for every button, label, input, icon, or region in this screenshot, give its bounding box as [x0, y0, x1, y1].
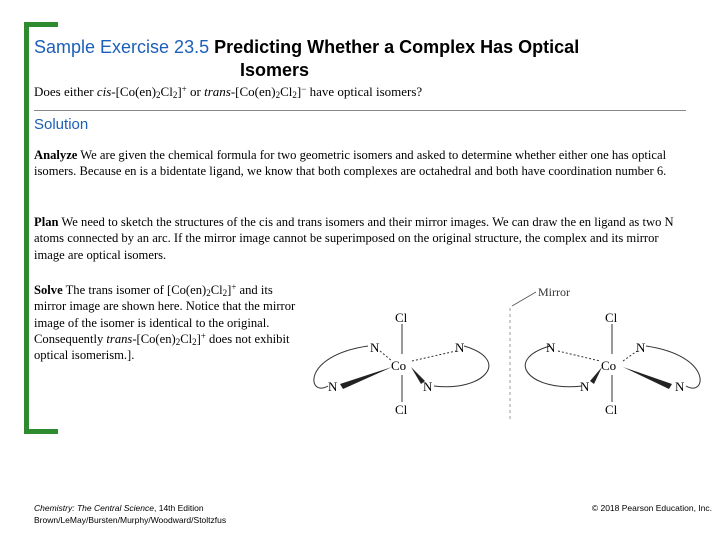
atom-n: N	[328, 379, 338, 394]
atom-n: N	[370, 340, 380, 355]
bond-co-n-back-left	[557, 350, 601, 362]
mirror-image-molecule: Cl Cl Co N N N N	[524, 310, 701, 417]
atom-co: Co	[391, 358, 406, 373]
footer-book-title: Chemistry: The Central Science	[34, 503, 154, 513]
slide-bracket-bottom	[24, 429, 58, 434]
bond-co-n-wedge-left	[340, 367, 392, 389]
divider	[34, 110, 686, 111]
atom-n: N	[423, 379, 433, 394]
mirror-label: Mirror	[538, 285, 570, 299]
slide-bracket	[24, 22, 29, 434]
atom-n: N	[636, 340, 646, 355]
plan-paragraph: Plan We need to sketch the structures of…	[34, 215, 674, 262]
slide-title: Sample Exercise 23.5 Predicting Whether …	[34, 36, 694, 82]
footer-copyright: © 2018 Pearson Education, Inc.	[591, 503, 712, 513]
analyze-paragraph: Analyze We are given the chemical formul…	[34, 148, 667, 179]
en-arc-right	[433, 345, 490, 388]
bond-co-n-back-right	[411, 350, 457, 362]
atom-cl-top: Cl	[395, 310, 408, 325]
solution-heading: Solution	[34, 116, 89, 133]
title-line2: Isomers	[240, 60, 310, 80]
atom-n: N	[455, 340, 465, 355]
en-arc-right	[645, 345, 701, 389]
mirror-pointer	[511, 291, 537, 307]
bond-co-n-wedge-right	[623, 367, 672, 389]
en-arc-left	[313, 345, 369, 389]
exercise-number: Sample Exercise 23.5	[34, 37, 210, 57]
atom-n: N	[580, 379, 590, 394]
bond-co-n-wedge-right	[411, 367, 425, 384]
en-arc-left	[524, 345, 583, 388]
trans-isomer-figure: Mirror Cl Cl Co N N N N Cl Cl Co N N N N	[313, 285, 701, 420]
bond-co-n-wedge-left	[590, 367, 602, 384]
atom-cl-top: Cl	[605, 310, 618, 325]
original-molecule: Cl Cl Co N N N N	[313, 310, 490, 417]
atom-cl-bottom: Cl	[605, 402, 618, 417]
bond-co-n-back-left	[379, 350, 393, 362]
footer-citation: Chemistry: The Central Science, 14th Edi…	[34, 502, 226, 526]
slide-bracket-top	[24, 22, 58, 27]
title-line1: Predicting Whether a Complex Has Optical	[214, 37, 580, 57]
bond-co-n-back-right	[622, 350, 638, 362]
atom-n: N	[546, 340, 556, 355]
atom-co: Co	[601, 358, 616, 373]
solve-paragraph: Solve The trans isomer of [Co(en)2Cl2]+ …	[34, 282, 296, 363]
atom-cl-bottom: Cl	[395, 402, 408, 417]
atom-n: N	[675, 379, 685, 394]
footer-edition: , 14th Edition	[154, 503, 204, 513]
question-text: Does either cis-[Co(en)2Cl2]+ or trans-[…	[34, 84, 423, 100]
footer-authors: Brown/LeMay/Bursten/Murphy/Woodward/Stol…	[34, 515, 227, 525]
